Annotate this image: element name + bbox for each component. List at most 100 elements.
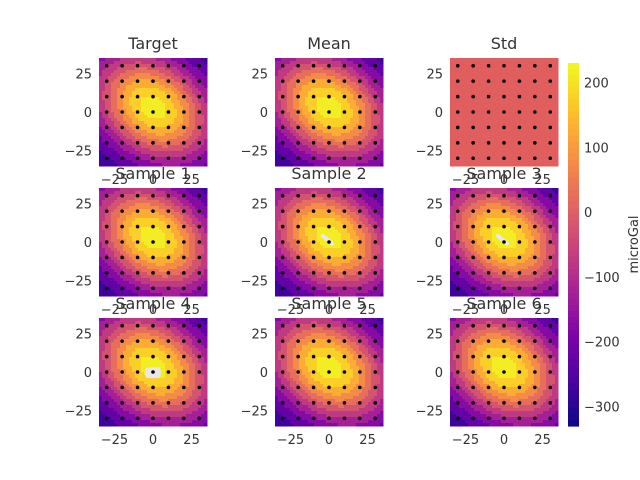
heatmap-cell: [144, 200, 148, 204]
heatmap-cell: [147, 293, 151, 297]
heatmap-cell: [120, 130, 124, 134]
heatmap-cell: [129, 103, 133, 107]
heatmap-cell: [468, 163, 472, 167]
heatmap-cell: [177, 157, 181, 161]
heatmap-cell: [374, 115, 378, 119]
heatmap-cell: [471, 61, 475, 65]
heatmap-cell: [540, 121, 544, 125]
heatmap-cell: [305, 61, 309, 65]
heatmap-cell: [153, 85, 157, 89]
station-dot: [486, 156, 491, 161]
heatmap-cell: [126, 200, 130, 204]
heatmap-cell: [341, 145, 345, 149]
heatmap-cell: [141, 115, 145, 119]
heatmap-cell: [114, 200, 118, 204]
heatmap-cell: [102, 58, 106, 62]
heatmap-cell: [305, 145, 309, 149]
heatmap-cell: [549, 136, 553, 140]
heatmap-cell: [147, 284, 151, 288]
heatmap-cell: [335, 100, 339, 104]
heatmap-cell: [287, 97, 291, 101]
heatmap-cell: [138, 218, 142, 222]
heatmap-cell: [350, 76, 354, 80]
y-tick-label: 25: [251, 67, 268, 82]
heatmap-cell: [108, 133, 112, 137]
heatmap-cell: [287, 121, 291, 125]
heatmap-cell: [495, 61, 499, 65]
heatmap-cell: [141, 148, 145, 152]
heatmap-cell: [365, 121, 369, 125]
heatmap-cell: [504, 121, 508, 125]
heatmap-cell: [456, 61, 460, 65]
heatmap-cell: [477, 160, 481, 164]
heatmap-cell: [144, 266, 148, 270]
heatmap-cell: [123, 100, 127, 104]
heatmap-cell: [531, 130, 535, 134]
heatmap-cell: [105, 251, 109, 255]
heatmap-cell: [126, 58, 130, 62]
heatmap-cell: [549, 106, 553, 110]
heatmap-cell: [335, 136, 339, 140]
heatmap-cell: [335, 139, 339, 143]
heatmap-cell: [305, 163, 309, 167]
station-dot: [197, 125, 202, 130]
heatmap-cell: [377, 61, 381, 65]
heatmap-cell: [480, 127, 484, 131]
heatmap-cell: [365, 103, 369, 107]
heatmap-cell: [332, 163, 336, 167]
heatmap-cell: [275, 124, 279, 128]
heatmap-cell: [284, 64, 288, 68]
heatmap-cell: [371, 136, 375, 140]
heatmap-cell: [111, 106, 115, 110]
heatmap-cell: [528, 106, 532, 110]
heatmap-cell: [156, 212, 160, 216]
heatmap-cell: [138, 94, 142, 98]
heatmap-cell: [120, 269, 124, 273]
heatmap-cell: [525, 160, 529, 164]
heatmap-cell: [141, 136, 145, 140]
heatmap-cell: [162, 136, 166, 140]
heatmap-cells: [99, 188, 208, 297]
heatmap-cell: [144, 215, 148, 219]
heatmap-cell: [320, 88, 324, 92]
heatmap-cell: [132, 70, 136, 74]
heatmap-cell: [189, 61, 193, 65]
heatmap-cell: [356, 106, 360, 110]
heatmap-cell: [150, 139, 154, 143]
heatmap-cell: [132, 130, 136, 134]
heatmap-cell: [183, 139, 187, 143]
station-dot: [135, 110, 140, 114]
heatmap-cell: [522, 142, 526, 146]
heatmap-cell: [498, 163, 502, 167]
heatmap-cell: [462, 103, 466, 107]
heatmap-cell: [519, 154, 523, 158]
heatmap-cell: [132, 239, 136, 243]
heatmap-cell: [531, 109, 535, 113]
heatmap-cell: [305, 127, 309, 131]
heatmap-cell: [555, 157, 559, 161]
heatmap-cell: [371, 97, 375, 101]
heatmap-cell: [519, 67, 523, 71]
heatmap-cell: [281, 145, 285, 149]
heatmap-cell: [126, 112, 130, 116]
heatmap-cell: [159, 145, 163, 149]
heatmap-cell: [284, 109, 288, 113]
heatmap-cell: [114, 251, 118, 255]
heatmap-cell: [498, 112, 502, 116]
heatmap-cell: [123, 248, 127, 252]
heatmap-cell: [114, 257, 118, 261]
heatmap-cell: [335, 109, 339, 113]
heatmap-cell: [347, 109, 351, 113]
heatmap-cell: [522, 88, 526, 92]
heatmap-cell: [189, 67, 193, 71]
heatmap-cell: [555, 82, 559, 86]
heatmap-cell: [147, 88, 151, 92]
heatmap-cell: [453, 94, 457, 98]
heatmap-cell: [135, 248, 139, 252]
heatmap-cell: [302, 106, 306, 110]
heatmap-cell: [480, 64, 484, 68]
heatmap-cell: [108, 197, 112, 201]
heatmap-cell: [555, 124, 559, 128]
heatmap-cell: [338, 151, 342, 155]
heatmap-cell: [156, 97, 160, 101]
